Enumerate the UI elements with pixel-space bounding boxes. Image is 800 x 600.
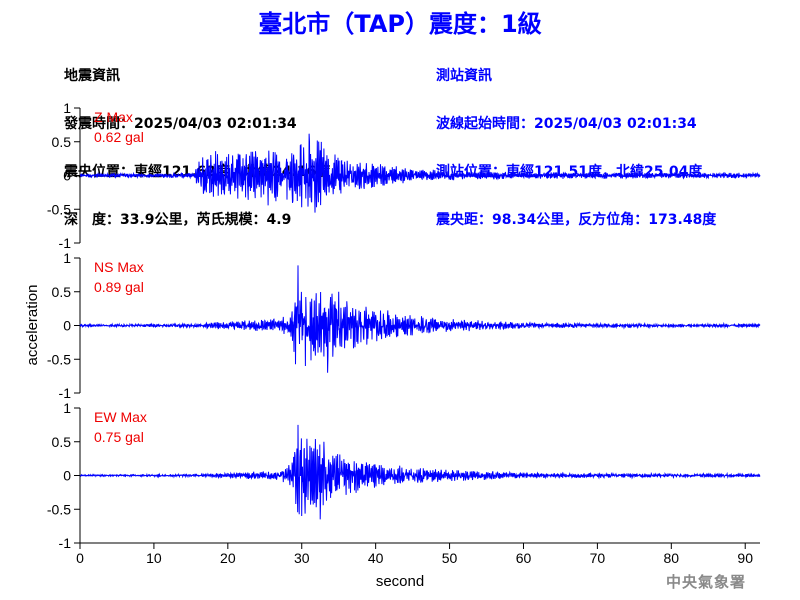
quake-time: 發震時間：2025/04/03 02:01:34: [64, 116, 297, 132]
x-tick-label: 50: [442, 550, 458, 566]
max-value-z: 0.62 gal: [94, 129, 144, 145]
quake-info-heading: 地震資訊: [64, 68, 120, 84]
station-wave-start: 波線起始時間：2025/04/03 02:01:34: [436, 116, 697, 132]
x-tick-label: 70: [590, 550, 606, 566]
trace-line-z: [79, 133, 761, 213]
x-tick-label: 80: [664, 550, 680, 566]
x-tick-label: 90: [737, 550, 753, 566]
x-tick-label: 60: [516, 550, 532, 566]
station-info-heading: 測站資訊: [436, 68, 492, 84]
trace-line-ns: [79, 265, 761, 373]
page-title: 臺北市（TAP）震度：1級: [258, 10, 542, 38]
x-tick-label: 0: [76, 550, 84, 566]
trace-line-ew: [79, 424, 761, 520]
y-tick-label: 0.5: [52, 134, 72, 150]
y-tick-label: -1: [59, 235, 72, 251]
y-tick-label: 0.5: [52, 284, 72, 300]
y-tick-label: -1: [59, 535, 72, 551]
x-axis-title: second: [376, 573, 424, 590]
max-value-ns: 0.89 gal: [94, 279, 144, 295]
y-tick-label: -0.5: [47, 201, 71, 217]
y-tick-label: 1: [63, 400, 71, 416]
x-tick-label: 20: [220, 550, 236, 566]
max-label-z: Z Max: [94, 109, 133, 125]
station-distance-azimuth: 震央距：98.34公里，反方位角：173.48度: [436, 212, 717, 228]
agency-logo-text: 中央氣象署: [665, 573, 746, 591]
y-tick-label: 1: [63, 250, 71, 266]
y-tick-label: 0.5: [52, 434, 72, 450]
y-axis-title: acceleration: [24, 285, 41, 366]
max-label-ns: NS Max: [94, 259, 144, 275]
y-tick-label: 0: [63, 468, 71, 484]
y-tick-label: 1: [63, 100, 71, 116]
station-info-block: 測站資訊 波線起始時間：2025/04/03 02:01:34 測站位置：東經1…: [436, 36, 716, 244]
max-value-ew: 0.75 gal: [94, 429, 144, 445]
y-tick-label: 0: [63, 168, 71, 184]
max-label-ew: EW Max: [94, 409, 147, 425]
x-tick-label: 10: [146, 550, 162, 566]
y-tick-label: -0.5: [47, 501, 71, 517]
x-tick-label: 30: [294, 550, 310, 566]
x-tick-label: 40: [368, 550, 384, 566]
quake-depth-magnitude: 深 度：33.9公里，芮氏規模：4.9: [64, 212, 292, 228]
y-tick-label: -1: [59, 385, 72, 401]
y-tick-label: -0.5: [47, 351, 71, 367]
y-tick-label: 0: [63, 318, 71, 334]
